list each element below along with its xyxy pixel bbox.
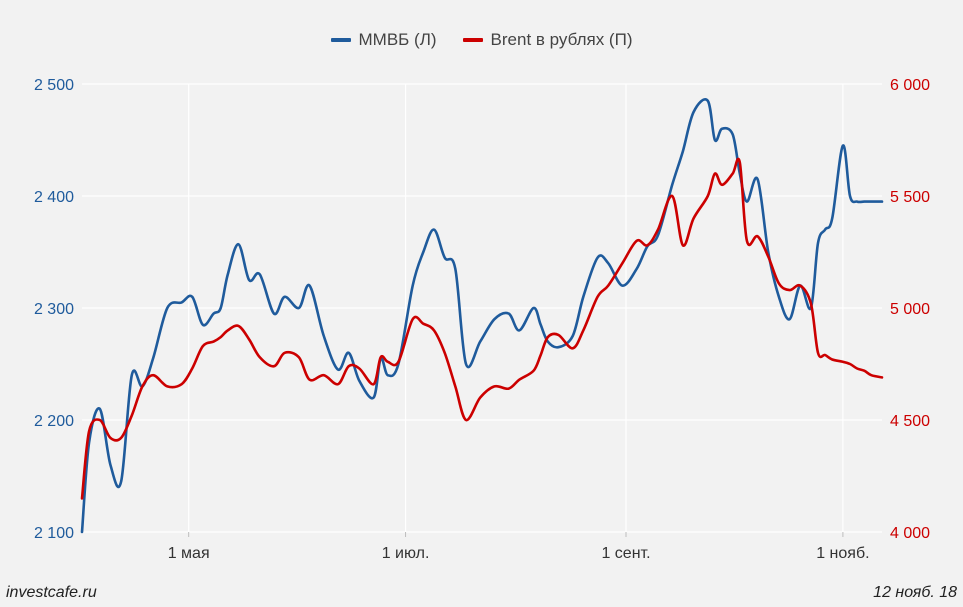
x-tick-label: 1 сент.: [601, 545, 650, 562]
right-tick-label: 5 000: [890, 301, 930, 318]
grid: [82, 83, 882, 533]
series-line-brent: [80, 157, 884, 500]
x-tick-label: 1 нояб.: [816, 545, 869, 562]
left-axis-ticks: 2 100 2 200 2 300 2 400 2 500: [34, 77, 74, 542]
x-tick-label: 1 июл.: [382, 545, 430, 562]
legend-item-mmvb: ММВБ (Л): [330, 30, 437, 50]
legend-item-brent: Brent в рублях (П): [462, 30, 633, 50]
right-tick-label: 4 000: [890, 525, 930, 542]
legend-label-mmvb: ММВБ (Л): [358, 30, 437, 49]
left-tick-label: 2 300: [34, 301, 74, 318]
series-line-mmvb: [80, 98, 884, 534]
left-tick-label: 2 200: [34, 413, 74, 430]
left-tick-label: 2 400: [34, 189, 74, 206]
legend: ММВБ (Л) Brent в рублях (П): [0, 30, 963, 50]
left-tick-label: 2 100: [34, 525, 74, 542]
source-label: investcafe.ru: [6, 584, 97, 601]
date-label: 12 нояб. 18: [873, 584, 957, 601]
legend-swatch-brent: [462, 38, 483, 42]
series-lines: [80, 98, 884, 534]
x-tick-label: 1 мая: [168, 545, 210, 562]
legend-label-brent: Brent в рублях (П): [490, 30, 633, 49]
right-axis-ticks: 4 000 4 500 5 000 5 500 6 000: [890, 77, 930, 542]
x-axis-ticks: 1 мая 1 июл. 1 сент. 1 нояб.: [168, 532, 870, 562]
legend-swatch-mmvb: [330, 38, 351, 42]
left-tick-label: 2 500: [34, 77, 74, 94]
right-tick-label: 5 500: [890, 189, 930, 206]
right-tick-label: 6 000: [890, 77, 930, 94]
right-tick-label: 4 500: [890, 413, 930, 430]
